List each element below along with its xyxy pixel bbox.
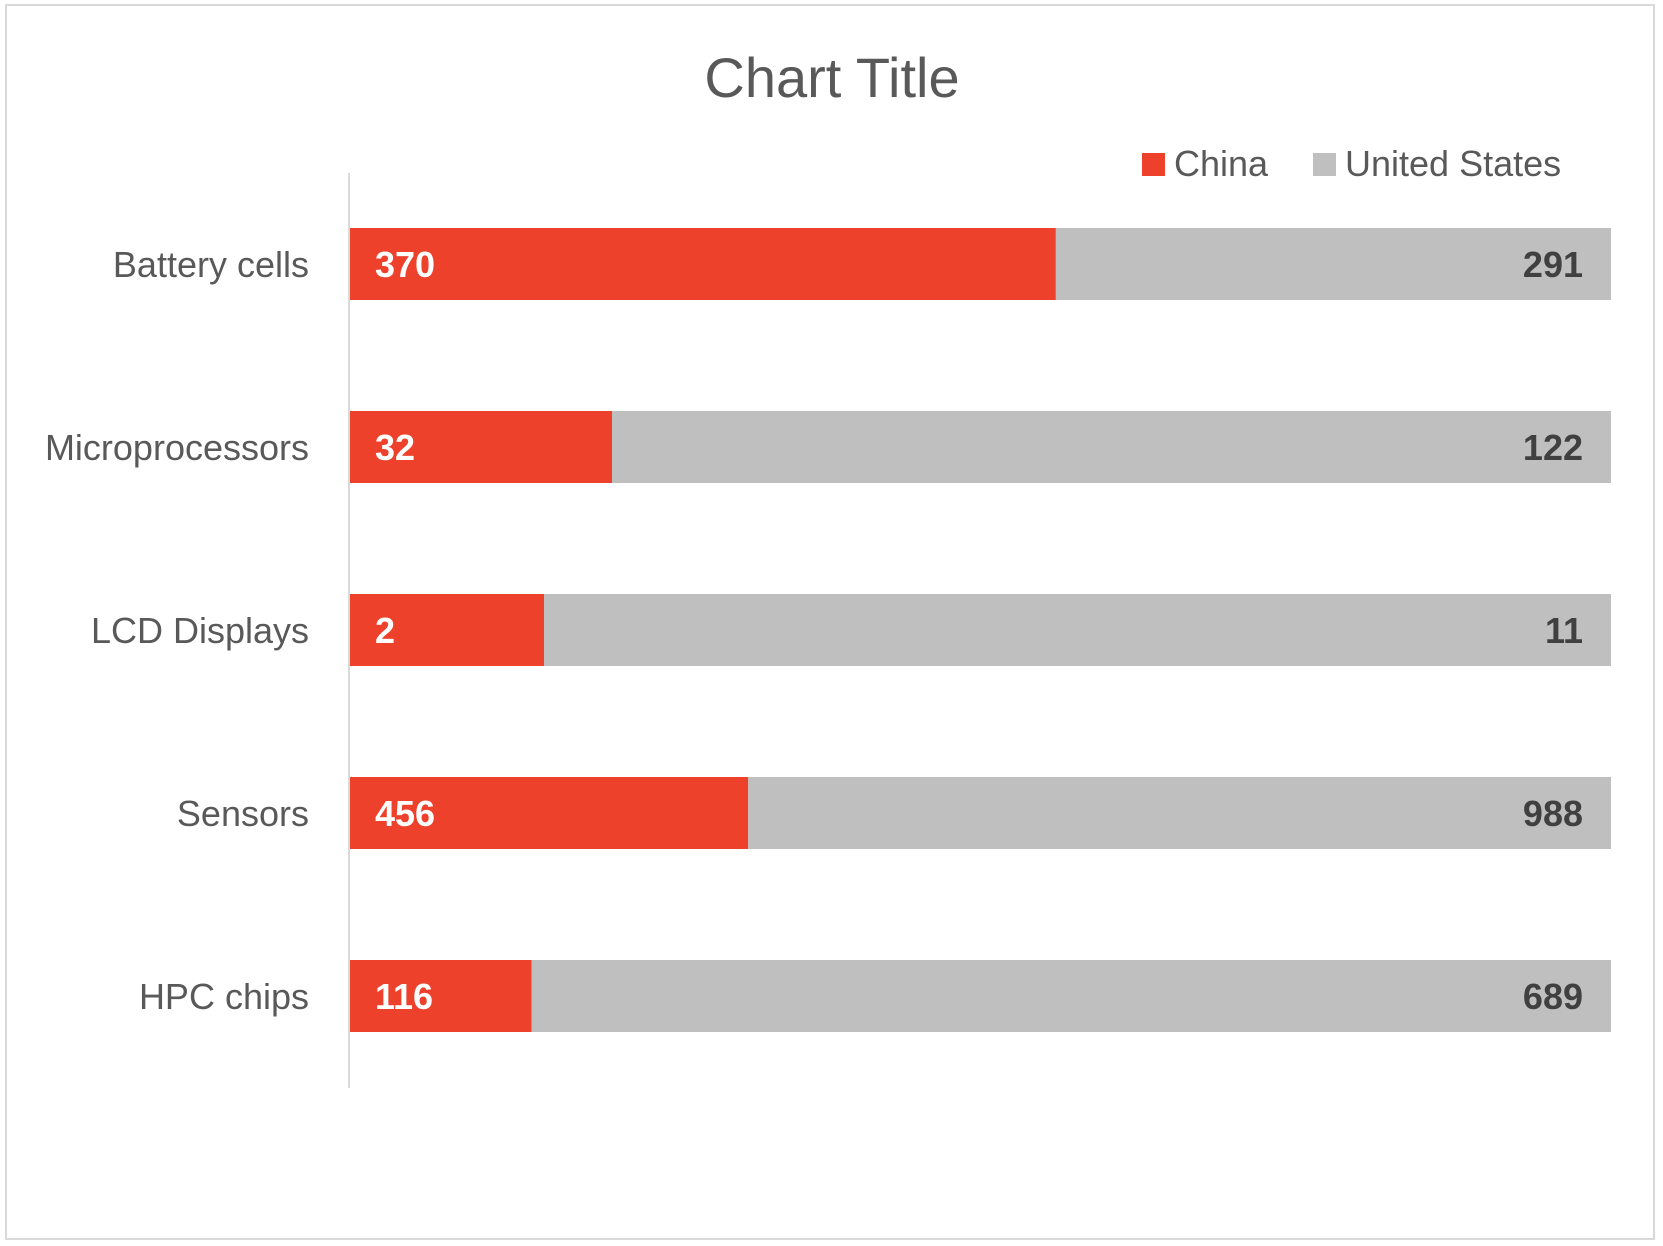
chart-title: Chart Title — [704, 46, 959, 109]
category-label-lcd-displays: LCD Displays — [91, 610, 309, 651]
bar-china-sensors — [350, 777, 749, 849]
data-label-united-states-battery-cells: 291 — [1523, 244, 1583, 285]
plot-area: Battery cells 370 291 Microprocessors 32 122 L… — [45, 228, 1612, 1032]
legend-label-china: China — [1174, 143, 1269, 184]
legend-label-united-states: United States — [1345, 143, 1561, 184]
bar-row-battery-cells: Battery cells 370 291 — [113, 228, 1611, 300]
data-label-china-battery-cells: 370 — [375, 244, 435, 285]
bar-united-states-battery-cells — [1055, 228, 1611, 300]
data-label-united-states-lcd-displays: 11 — [1545, 610, 1583, 651]
data-label-united-states-sensors: 988 — [1523, 793, 1583, 834]
data-label-united-states-microprocessors: 122 — [1523, 427, 1583, 468]
bar-united-states-sensors — [748, 777, 1611, 849]
legend: China United States — [1142, 143, 1561, 184]
data-label-china-lcd-displays: 2 — [375, 610, 395, 651]
category-label-sensors: Sensors — [177, 793, 309, 834]
data-label-united-states-hpc-chips: 689 — [1523, 976, 1583, 1017]
data-label-china-sensors: 456 — [375, 793, 435, 834]
bar-row-hpc-chips: HPC chips 116 689 — [139, 960, 1612, 1032]
category-label-hpc-chips: HPC chips — [139, 976, 309, 1017]
category-label-microprocessors: Microprocessors — [45, 427, 309, 468]
bar-row-sensors: Sensors 456 988 — [177, 777, 1611, 849]
legend-swatch-china — [1142, 153, 1165, 176]
bar-united-states-lcd-displays — [544, 594, 1611, 666]
bar-united-states-hpc-chips — [531, 960, 1612, 1032]
bar-china-microprocessors — [350, 411, 613, 483]
category-label-battery-cells: Battery cells — [113, 244, 309, 285]
data-label-china-microprocessors: 32 — [375, 427, 415, 468]
bar-china-lcd-displays — [350, 594, 544, 666]
bar-china-battery-cells — [350, 228, 1056, 300]
data-label-china-hpc-chips: 116 — [375, 976, 433, 1017]
bar-china-hpc-chips — [350, 960, 532, 1032]
bar-row-lcd-displays: LCD Displays 2 11 — [91, 594, 1611, 666]
bar-row-microprocessors: Microprocessors 32 122 — [45, 411, 1611, 483]
legend-swatch-united-states — [1313, 153, 1336, 176]
bar-united-states-microprocessors — [612, 411, 1611, 483]
